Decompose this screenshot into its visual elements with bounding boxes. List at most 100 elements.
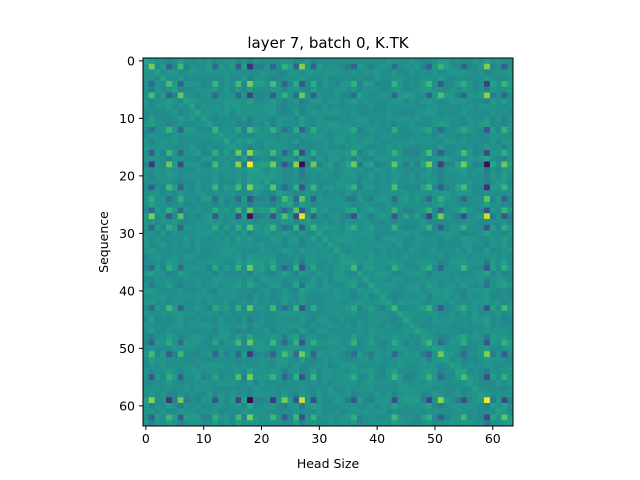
heatmap-cell xyxy=(426,92,433,99)
heatmap-cell xyxy=(489,127,497,134)
heatmap-cell xyxy=(432,253,439,260)
heatmap-cell xyxy=(443,155,450,162)
heatmap-cell xyxy=(345,351,352,358)
heatmap-cell xyxy=(368,328,375,335)
heatmap-cell xyxy=(275,161,283,168)
heatmap-cell xyxy=(432,213,439,220)
heatmap-cell xyxy=(293,115,300,122)
heatmap-cell xyxy=(385,420,392,427)
heatmap-cell xyxy=(154,316,161,323)
heatmap-cell xyxy=(166,351,173,358)
heatmap-cell xyxy=(333,322,340,329)
heatmap-cell xyxy=(449,270,456,277)
heatmap-cell xyxy=(148,293,155,300)
heatmap-cell xyxy=(328,150,335,157)
heatmap-cell xyxy=(293,81,300,88)
heatmap-cell xyxy=(466,316,473,323)
heatmap-cell xyxy=(339,236,346,243)
heatmap-cell xyxy=(374,81,381,88)
heatmap-cell xyxy=(432,98,439,105)
heatmap-cell xyxy=(304,253,312,260)
heatmap-cell xyxy=(374,173,381,180)
heatmap-cell xyxy=(160,322,167,329)
heatmap-cell xyxy=(501,167,508,174)
heatmap-cell xyxy=(247,282,254,289)
heatmap-cell xyxy=(241,259,248,266)
heatmap-cell xyxy=(414,58,421,65)
heatmap-cell xyxy=(368,247,375,254)
heatmap-cell xyxy=(275,138,283,145)
heatmap-cell xyxy=(426,144,433,151)
heatmap-cell xyxy=(455,316,462,323)
heatmap-cell xyxy=(299,311,306,318)
heatmap-cell xyxy=(143,207,150,214)
heatmap-cell xyxy=(275,420,283,427)
heatmap-cell xyxy=(206,334,213,341)
heatmap-cell xyxy=(154,150,161,157)
heatmap-cell xyxy=(322,362,329,369)
heatmap-cell xyxy=(489,207,497,214)
heatmap-cell xyxy=(183,357,190,364)
heatmap-cell xyxy=(414,178,421,185)
heatmap-cell xyxy=(339,196,346,203)
heatmap-cell xyxy=(212,408,219,415)
heatmap-cell xyxy=(310,115,317,122)
heatmap-cell xyxy=(166,109,173,116)
heatmap-cell xyxy=(143,144,150,151)
heatmap-cell xyxy=(466,408,473,415)
heatmap-cell xyxy=(287,408,294,415)
heatmap-cell xyxy=(351,219,358,226)
heatmap-cell xyxy=(212,127,219,134)
heatmap-cell xyxy=(154,282,161,289)
heatmap-cell xyxy=(484,184,491,191)
heatmap-cell xyxy=(160,334,167,341)
heatmap-cell xyxy=(166,362,173,369)
heatmap-cell xyxy=(380,253,387,260)
heatmap-cell xyxy=(374,270,381,277)
heatmap-cell xyxy=(264,178,271,185)
heatmap-cell xyxy=(183,380,190,387)
heatmap-cell xyxy=(183,58,190,65)
heatmap-cell xyxy=(362,380,369,387)
heatmap-cell xyxy=(333,328,340,335)
heatmap-cell xyxy=(397,132,404,139)
heatmap-cell xyxy=(339,58,346,65)
heatmap-cell xyxy=(166,270,173,277)
heatmap-cell xyxy=(270,247,277,254)
heatmap-cell xyxy=(484,138,491,145)
heatmap-cell xyxy=(391,270,398,277)
heatmap-cell xyxy=(189,81,196,88)
heatmap-cell xyxy=(177,58,184,65)
heatmap-cell xyxy=(472,81,479,88)
heatmap-cell xyxy=(206,167,213,174)
heatmap-cell xyxy=(160,178,167,185)
heatmap-cell xyxy=(351,420,358,427)
heatmap-cell xyxy=(391,380,398,387)
heatmap-cell xyxy=(455,224,462,231)
heatmap-cell xyxy=(241,127,248,134)
heatmap-cell xyxy=(351,368,358,375)
heatmap-cell xyxy=(437,339,445,346)
heatmap-cell xyxy=(397,351,404,358)
heatmap-cell xyxy=(316,334,323,341)
heatmap-cell xyxy=(195,345,202,352)
heatmap-cell xyxy=(177,316,184,323)
heatmap-cell xyxy=(380,207,387,214)
heatmap-cell xyxy=(316,150,323,157)
heatmap-cell xyxy=(484,368,491,375)
heatmap-cell xyxy=(171,138,179,145)
heatmap-cell xyxy=(460,92,468,99)
heatmap-cell xyxy=(316,247,323,254)
heatmap-cell xyxy=(408,201,416,208)
heatmap-cell xyxy=(478,293,485,300)
heatmap-cell xyxy=(345,362,352,369)
heatmap-cell xyxy=(171,253,179,260)
heatmap-cell xyxy=(385,150,392,157)
heatmap-cell xyxy=(362,161,369,168)
heatmap-cell xyxy=(507,190,514,197)
heatmap-cell xyxy=(212,368,219,375)
heatmap-cell xyxy=(316,305,323,312)
heatmap-cell xyxy=(154,63,161,70)
heatmap-cell xyxy=(166,178,173,185)
heatmap-cell xyxy=(287,328,294,335)
